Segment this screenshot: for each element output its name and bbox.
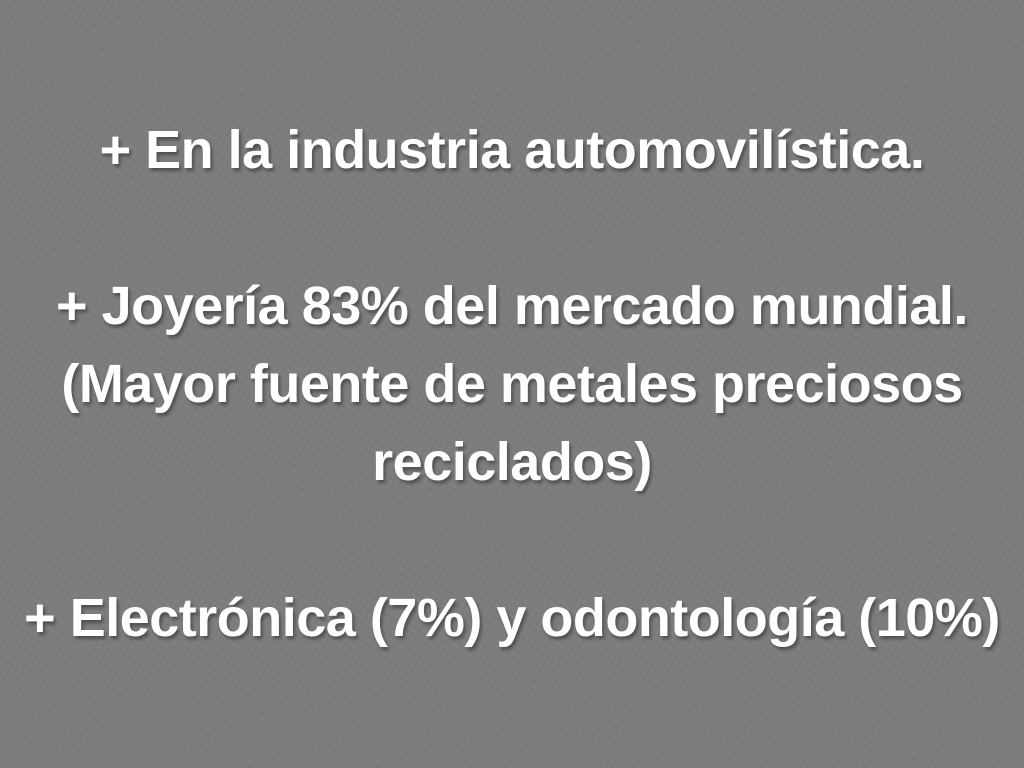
bullet-list: + En la industria automovilística. + Joy… (7, 111, 1017, 657)
bullet-point-industria: + En la industria automovilística. (99, 120, 925, 180)
bullet-point-joyeria: + Joyería 83% del mercado mundial. (Mayo… (56, 276, 968, 492)
bullet-point-electronica: + Electrónica (7%) y odontología (10%) (24, 588, 1000, 648)
